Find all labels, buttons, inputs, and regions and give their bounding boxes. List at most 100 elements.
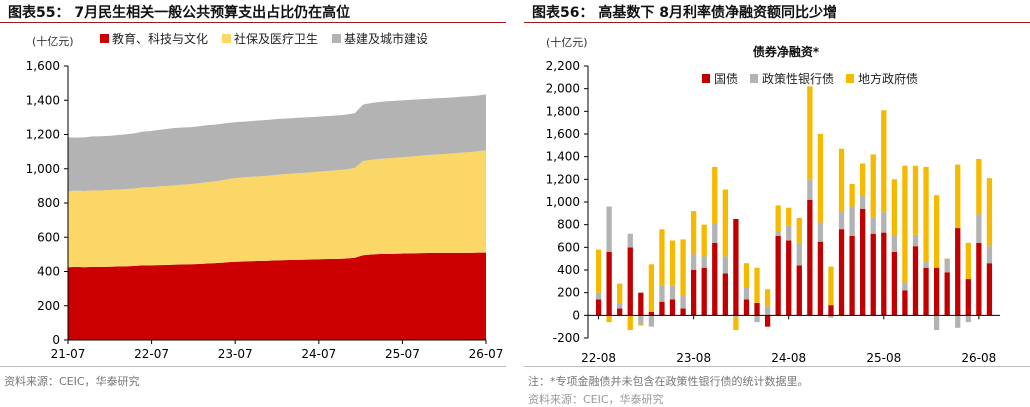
legend-label: 政策性银行债	[762, 72, 834, 86]
bar-segment-s0-m21	[817, 241, 824, 316]
bar-segment-s1-m7	[669, 285, 676, 300]
bar-segment-s2-m12	[722, 189, 728, 257]
bar-segment-s0-m9	[691, 270, 697, 316]
bar-segment-s2-m22	[828, 266, 834, 306]
y-tick-label: 400	[557, 263, 580, 277]
legend-label: 社保及医疗卫生	[234, 31, 318, 46]
bar-segment-s1-m1	[606, 206, 612, 252]
bar-segment-s1-m29	[902, 282, 908, 291]
legend-swatch	[702, 74, 710, 83]
bar-segment-s1-m2	[617, 304, 623, 309]
y-tick-label: 600	[37, 230, 60, 244]
bar-segment-s2-m30	[912, 165, 919, 235]
x-tick-label: 21-07	[51, 347, 86, 361]
y-tick-label: 0	[52, 333, 60, 347]
bar-segment-s2-m6	[659, 229, 665, 286]
bar-segment-s1-m30	[912, 234, 919, 247]
bar-segment-s1-m25	[860, 195, 866, 209]
y-tick-label: 1,200	[26, 128, 60, 142]
x-tick-label: 26-08	[961, 351, 996, 365]
y-tick-label: 800	[37, 196, 60, 210]
bar-segment-s1-m8	[680, 296, 686, 309]
x-tick-label: 25-08	[866, 351, 901, 365]
bar-segment-s1-m22	[828, 315, 834, 318]
bar-segment-s0-m13	[733, 219, 739, 316]
left-area-chart: (十亿元) 教育、科技与文化 社保及医疗卫生 基建及城市建设 0 200 400 600 800…	[26, 31, 504, 361]
bar-segment-s2-m27	[881, 110, 887, 213]
bar-segment-s1-m15	[754, 315, 760, 323]
bar-segment-s0-m24	[849, 236, 855, 316]
x-tick-label: 26-07	[469, 347, 504, 361]
bar-segment-s2-m33	[944, 258, 950, 260]
title-rule	[0, 22, 506, 23]
bar-segment-s1-m33	[944, 258, 950, 273]
bar-segment-s1-m34	[955, 315, 961, 328]
bar-segment-s2-m23	[838, 148, 845, 212]
bar-segment-s2-m2	[617, 283, 623, 304]
bar-segment-s2-m16	[764, 289, 771, 307]
bar-segment-s2-m25	[860, 163, 866, 196]
bar-segment-s1-m18	[786, 225, 792, 241]
bar-segment-s2-m10	[701, 224, 707, 257]
bar-segment-s2-m3	[627, 315, 633, 331]
right-chart-subtitle: 债券净融资*	[753, 44, 820, 59]
y-tick-label: 1,000	[546, 195, 580, 209]
y-tick-label: 600	[557, 240, 580, 254]
bar-segment-s0-m16	[764, 315, 771, 327]
bar-segment-s1-m0	[595, 292, 602, 300]
bar-segment-s0-m26	[870, 233, 876, 316]
bar-segment-s1-m36	[976, 214, 982, 243]
right-unit-label: (十亿元)	[546, 35, 588, 49]
area-series-1	[68, 150, 486, 268]
title-rule	[524, 22, 1030, 23]
y-tick-label: 2,200	[546, 59, 580, 73]
bar-segment-s1-m11	[712, 223, 718, 243]
bar-segment-s2-m17	[775, 205, 781, 232]
bar-segment-s1-m5	[648, 315, 655, 327]
y-tick-label: 1,200	[546, 172, 580, 186]
y-tick-label: 200	[37, 299, 60, 313]
y-tick-label: 1,400	[546, 150, 580, 164]
left-chart-panel: 图表55： 7月民生相关一般公共预算支出占比仍在高位 (十亿元) 教育、科技与文化…	[0, 0, 506, 403]
bar-segment-s2-m8	[680, 239, 686, 297]
bar-segment-s0-m34	[955, 228, 961, 316]
bar-segment-s0-m28	[891, 251, 897, 316]
area-series-0	[68, 252, 486, 340]
bar-segment-s1-m17	[775, 231, 781, 236]
bar-segment-s0-m0	[595, 299, 602, 316]
bar-segment-s2-m13	[733, 317, 739, 331]
y-tick-label: 400	[37, 265, 60, 279]
bar-segment-s0-m1	[606, 251, 612, 316]
bar-segment-s0-m30	[912, 246, 919, 316]
bar-segment-s2-m5	[648, 264, 655, 312]
legend-swatch	[750, 74, 758, 83]
bar-segment-s1-m16	[764, 306, 771, 316]
bar-segment-s0-m31	[923, 267, 929, 316]
bar-segment-s0-m32	[933, 267, 940, 316]
x-tick-label: 24-07	[301, 347, 336, 361]
bar-segment-s2-m26	[870, 154, 876, 218]
bar-segment-s2-m29	[902, 165, 908, 283]
bar-segment-s1-m35	[965, 315, 971, 323]
y-tick-label: 0	[572, 308, 580, 322]
bar-segment-s2-m21	[817, 134, 824, 223]
source-rule	[524, 366, 1030, 367]
bar-segment-s1-m3	[627, 233, 633, 248]
bar-segment-s1-m21	[817, 222, 824, 242]
bar-segment-s1-m28	[891, 236, 897, 252]
bar-segment-s1-m23	[838, 211, 845, 230]
bar-segment-s0-m2	[617, 308, 623, 316]
legend-label: 基建及城市建设	[344, 31, 428, 46]
bar-segment-s0-m12	[722, 273, 728, 316]
bar-segment-s2-m20	[807, 86, 813, 180]
bar-segment-s0-m36	[976, 242, 982, 316]
legend-swatch	[100, 34, 109, 43]
bar-segment-s2-m28	[891, 179, 897, 236]
bar-segment-s0-m19	[796, 265, 802, 316]
legend-swatch	[222, 34, 231, 43]
bar-segment-s2-m4	[638, 324, 644, 326]
bar-segment-s0-m23	[838, 229, 845, 316]
bar-segment-s0-m14	[743, 299, 750, 316]
legend-label: 地方政府债	[858, 71, 918, 86]
bar-segment-s2-m34	[955, 164, 961, 229]
